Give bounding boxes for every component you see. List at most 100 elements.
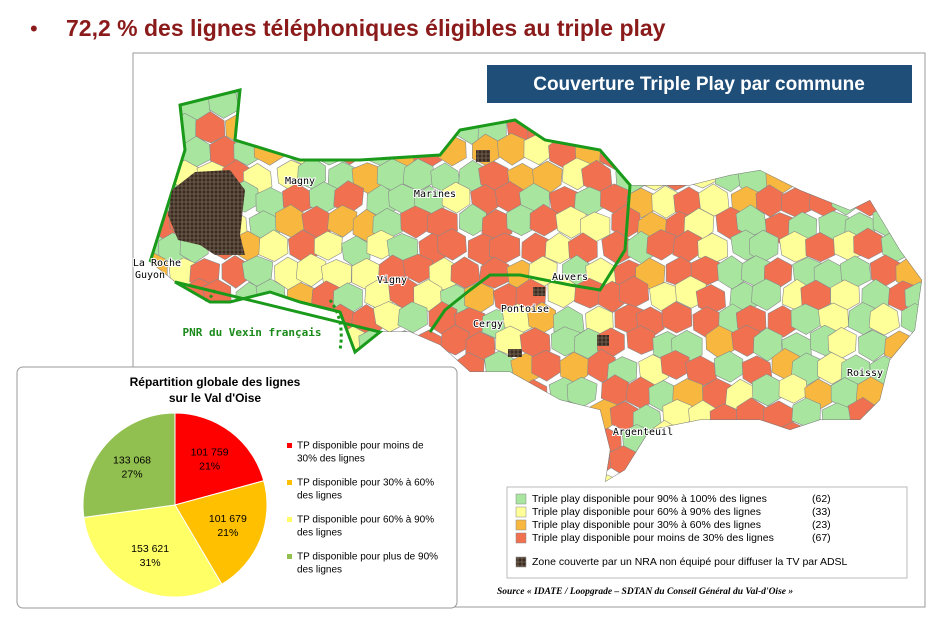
commune (925, 446, 944, 476)
place-label: Marines (414, 189, 456, 200)
legend-label: TP disponible pour 60% à 90% (297, 515, 434, 526)
legend-swatch (287, 517, 292, 522)
legend-count: (62) (812, 493, 831, 505)
commune (555, 205, 587, 239)
map-legend-items: Triple play disponible pour 90% à 100% d… (515, 493, 848, 568)
commune (397, 301, 428, 333)
pie-slice (82, 412, 176, 518)
commune (440, 324, 470, 356)
nra-zone (476, 150, 490, 162)
commune (646, 229, 677, 261)
park-outline (148, 88, 632, 355)
pie-title: sur le Val d'Oise (169, 391, 262, 405)
place-label: Roissy (847, 368, 883, 379)
legend-count: (67) (812, 532, 831, 544)
commune (626, 325, 658, 355)
legend-label: Triple play disponible pour moins de 30%… (532, 532, 774, 544)
source: Source « IDATE / Loopgrade – SDTAN du Co… (497, 587, 793, 597)
commune (660, 350, 690, 380)
commune (923, 403, 944, 434)
slice-value: 101 759 (191, 446, 229, 458)
pie-chart: Répartition globale des lignes sur le Val… (82, 375, 438, 598)
bullet: • (30, 16, 38, 41)
commune (478, 256, 510, 289)
commune (327, 204, 358, 238)
commune (458, 203, 487, 237)
legend-label: TP disponible pour plus de 90% (297, 552, 438, 563)
nra-zone (533, 287, 545, 296)
legend-label: TP disponible pour 30% à 60% (297, 478, 434, 489)
nra-zone (597, 335, 609, 346)
slice-value: 101 679 (209, 513, 247, 525)
place-label: Argenteuil (613, 427, 673, 438)
commune (751, 278, 781, 311)
commune (402, 253, 434, 284)
legend-label: des lignes (297, 565, 342, 576)
nra-zone (508, 349, 522, 357)
commune (858, 329, 888, 362)
commune (195, 111, 226, 144)
commune (402, 158, 435, 192)
pie-slice (174, 480, 268, 585)
slice-value: 133 068 (113, 454, 151, 466)
legend-label: Zone couverte par un NRA non équipé pour… (532, 556, 848, 568)
commune (550, 326, 581, 357)
slice-percent: 31% (140, 557, 161, 569)
legend-swatch (515, 493, 527, 505)
commune (661, 301, 693, 334)
commune (441, 181, 471, 214)
slice-percent: 27% (122, 468, 143, 480)
legend-swatch (287, 443, 292, 448)
place-label: Magny (285, 176, 315, 187)
commune (923, 66, 944, 98)
commune (817, 352, 847, 385)
legend-count: (33) (812, 506, 831, 518)
park-outline-dashed (204, 289, 343, 351)
commune (400, 205, 431, 239)
legend-swatch (515, 532, 527, 544)
nra-zone (168, 170, 245, 255)
commune (258, 229, 289, 262)
map-title: Couverture Triple Play par commune (533, 74, 865, 95)
legend-swatch (515, 506, 527, 518)
commune (531, 349, 561, 382)
map-title-box (487, 65, 912, 103)
legend-label: TP disponible pour moins de (297, 441, 424, 452)
place-label: Guyon (135, 270, 165, 281)
legend-swatch (287, 480, 292, 485)
slide-title: 72,2 % des lignes téléphoniques éligible… (66, 15, 666, 41)
commune (853, 227, 883, 260)
legend-label: 30% des lignes (297, 454, 365, 465)
commune (313, 230, 343, 261)
legend-swatch (515, 519, 527, 531)
commune (868, 302, 901, 336)
commune (928, 115, 944, 145)
map-legend (506, 486, 908, 579)
place-label: Auvers (552, 272, 588, 283)
legend-label: des lignes (297, 491, 342, 502)
legend-swatch (515, 556, 527, 568)
place-label: Pontoise (501, 304, 549, 315)
legend-label: des lignes (297, 528, 342, 539)
legend-count: (23) (812, 519, 831, 531)
place-label: Cergy (473, 319, 503, 330)
commune (713, 350, 744, 383)
commune (778, 373, 808, 404)
commune (926, 165, 944, 196)
legend-label: Triple play disponible pour 60% à 90% de… (532, 506, 761, 518)
commune (529, 203, 559, 237)
commune (295, 253, 327, 287)
commune (923, 261, 944, 291)
pie-slice (174, 412, 265, 506)
legend-label: Triple play disponible pour 90% à 100% d… (532, 493, 767, 505)
slice-percent: 21% (217, 527, 238, 539)
legend-swatch (287, 554, 292, 559)
place-label: Vigny (377, 275, 407, 286)
pie-title: Répartition globale des lignes (130, 375, 301, 389)
commune (437, 228, 467, 261)
slice-value: 153 621 (131, 543, 169, 555)
slice-percent: 21% (199, 460, 220, 472)
